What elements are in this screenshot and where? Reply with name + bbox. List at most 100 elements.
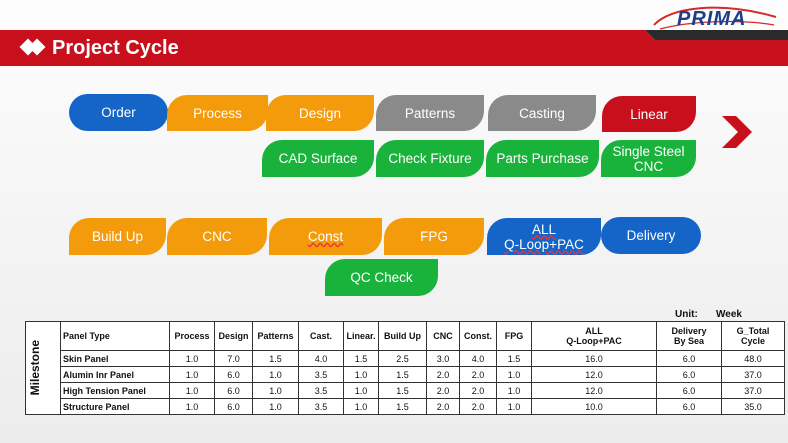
step-label: QC Check	[350, 270, 413, 285]
table-row: Alumin Inr Panel 1.0 6.0 1.0 3.5 1.0 1.5…	[26, 366, 785, 383]
col-header: Build Up	[378, 321, 427, 351]
cell: 2.5	[378, 350, 427, 367]
cell: 2.0	[459, 366, 497, 383]
step-label: Delivery	[626, 228, 676, 243]
unit-label: Unit:	[675, 309, 698, 320]
step-label: Single Steel CNC	[612, 143, 685, 174]
col-header: G_Total Cycle	[721, 321, 785, 351]
step-label: FPG	[420, 229, 448, 244]
prima-logo	[653, 6, 777, 30]
col-header: Delivery By Sea	[656, 321, 722, 351]
step-label: Check Fixture	[388, 151, 472, 166]
cell: 48.0	[721, 350, 785, 367]
title-bar	[0, 30, 788, 66]
cell: 35.0	[721, 398, 785, 415]
col-header: Panel Type	[60, 321, 170, 351]
step-qc-check[interactable]: QC Check	[325, 259, 438, 296]
col-header: Const.	[459, 321, 497, 351]
cell: 6.0	[656, 350, 722, 367]
cell: 1.0	[343, 382, 379, 399]
cell: 16.0	[531, 350, 657, 367]
step-label: Patterns	[404, 105, 456, 121]
col-header: Linear.	[343, 321, 379, 351]
row-name: Skin Panel	[60, 350, 170, 367]
cell: 3.5	[298, 382, 344, 399]
step-delivery[interactable]: Delivery	[601, 217, 701, 254]
step-label: Linear	[630, 106, 668, 122]
step-casting[interactable]: Casting	[488, 95, 596, 131]
cell: 4.0	[298, 350, 344, 367]
milestone-side-label: Milestone	[25, 321, 61, 415]
cell: 1.0	[252, 398, 299, 415]
page-title: Project Cycle	[52, 37, 179, 59]
row-name: Structure Panel	[60, 398, 170, 415]
cell: 1.0	[169, 366, 215, 383]
cell: 1.5	[343, 350, 379, 367]
row-name: Alumin Inr Panel	[60, 366, 170, 383]
cell: 1.0	[169, 382, 215, 399]
step-label: Order	[101, 105, 136, 120]
cell: 1.5	[252, 350, 299, 367]
cell: 1.0	[169, 350, 215, 367]
step-cnc[interactable]: CNC	[167, 218, 267, 255]
cell: 3.0	[426, 350, 460, 367]
step-label: Process	[193, 105, 242, 121]
cell: 1.0	[252, 382, 299, 399]
cell: 2.0	[459, 398, 497, 415]
cell: 1.0	[252, 366, 299, 383]
col-header: Cast.	[298, 321, 344, 351]
step-check-fixture[interactable]: Check Fixture	[376, 140, 484, 177]
col-header: ALL Q-Loop+PAC	[531, 321, 657, 351]
cell: 1.0	[496, 398, 532, 415]
cell: 1.0	[496, 382, 532, 399]
cell: 4.0	[459, 350, 497, 367]
step-cad-surface[interactable]: CAD Surface	[262, 140, 374, 177]
chevron-right-icon[interactable]	[718, 114, 754, 150]
cell: 12.0	[531, 366, 657, 383]
step-label: CAD Surface	[278, 151, 358, 166]
cell: 2.0	[459, 382, 497, 399]
cell: 1.5	[378, 366, 427, 383]
col-header: Process	[169, 321, 215, 351]
cell: 10.0	[531, 398, 657, 415]
step-parts-purchase[interactable]: Parts Purchase	[486, 140, 599, 177]
cell: 37.0	[721, 366, 785, 383]
col-header: CNC	[426, 321, 460, 351]
cell: 7.0	[214, 350, 253, 367]
row-name: High Tension Panel	[60, 382, 170, 399]
cell: 6.0	[214, 382, 253, 399]
col-header: Patterns	[252, 321, 299, 351]
step-linear[interactable]: Linear	[602, 96, 696, 132]
cell: 3.5	[298, 366, 344, 383]
step-label: Build Up	[91, 229, 144, 244]
cell: 2.0	[426, 382, 460, 399]
cell: 37.0	[721, 382, 785, 399]
step-patterns[interactable]: Patterns	[376, 95, 484, 131]
step-label: ALL Q-Loop+PAC	[504, 221, 584, 252]
step-process[interactable]: Process	[167, 95, 268, 131]
step-build-up[interactable]: Build Up	[69, 218, 166, 255]
step-fpg[interactable]: FPG	[384, 218, 484, 255]
cell: 2.0	[426, 366, 460, 383]
step-all-qloop-pac[interactable]: ALL Q-Loop+PAC	[487, 218, 601, 255]
step-label: Casting	[519, 105, 565, 121]
cell: 1.5	[378, 382, 427, 399]
step-order[interactable]: Order	[69, 94, 168, 131]
cell: 1.0	[169, 398, 215, 415]
cell: 6.0	[214, 366, 253, 383]
cell: 6.0	[656, 366, 722, 383]
table-row: High Tension Panel 1.0 6.0 1.0 3.5 1.0 1…	[26, 382, 785, 399]
step-label: Parts Purchase	[496, 151, 589, 166]
milestone-table: Milestone Panel Type Process Design Patt…	[25, 321, 785, 415]
cell: 1.5	[378, 398, 427, 415]
step-single-steel-cnc[interactable]: Single Steel CNC	[601, 140, 696, 177]
table-header-row: Milestone Panel Type Process Design Patt…	[25, 321, 785, 415]
step-label: Design	[298, 105, 342, 121]
cell: 1.0	[496, 366, 532, 383]
step-const[interactable]: Const	[269, 218, 382, 255]
cell: 1.0	[343, 398, 379, 415]
col-header: FPG	[496, 321, 532, 351]
cell: 2.0	[426, 398, 460, 415]
cell: 6.0	[214, 398, 253, 415]
step-design[interactable]: Design	[266, 95, 374, 131]
